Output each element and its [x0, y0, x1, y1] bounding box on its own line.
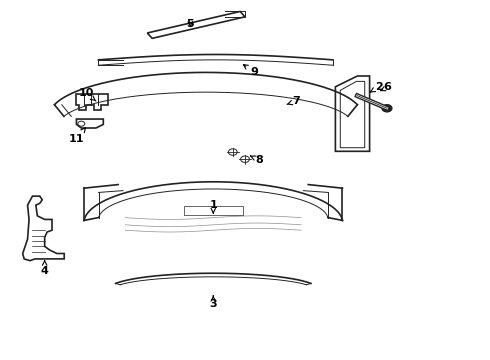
Text: 5: 5	[187, 19, 194, 29]
Text: 3: 3	[209, 296, 217, 309]
Text: 11: 11	[69, 128, 85, 144]
Text: 4: 4	[41, 261, 49, 276]
Circle shape	[382, 105, 392, 112]
Text: 6: 6	[381, 82, 392, 93]
Text: 8: 8	[250, 155, 264, 165]
Text: 7: 7	[287, 96, 300, 106]
Text: 1: 1	[209, 200, 217, 213]
Text: 2: 2	[370, 82, 383, 92]
Text: 9: 9	[244, 65, 259, 77]
Text: 10: 10	[78, 88, 96, 101]
